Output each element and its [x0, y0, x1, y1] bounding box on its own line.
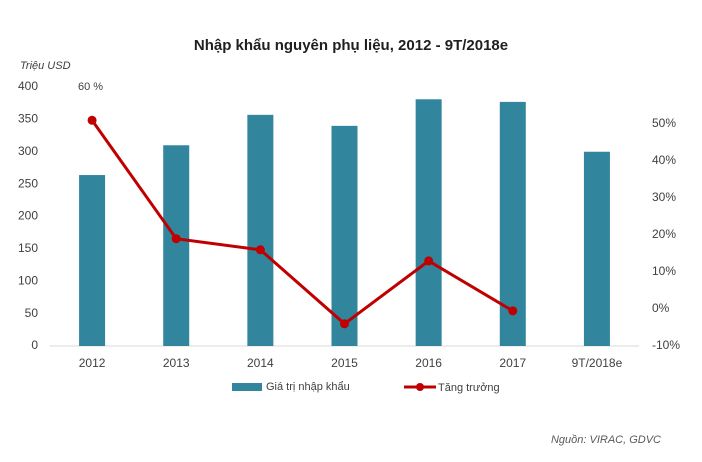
point	[508, 306, 518, 316]
point	[424, 256, 434, 266]
x-tick-label: 2017	[499, 356, 526, 370]
y-axis-label: Triệu USD	[20, 60, 71, 72]
y-tick-label: 300	[18, 144, 38, 158]
y-tick-label: 50	[25, 306, 39, 320]
legend-swatch	[232, 383, 262, 391]
legend-swatch-point	[416, 383, 424, 391]
y-tick-label: 350	[18, 112, 38, 126]
bar	[583, 151, 610, 346]
y-tick-label: 250	[18, 176, 38, 190]
x-tick-label: 2016	[415, 356, 442, 370]
point	[171, 234, 181, 244]
point	[255, 245, 265, 255]
bar	[79, 175, 106, 346]
x-tick-label: 2013	[163, 356, 190, 370]
y-tick-label: 400	[18, 79, 38, 93]
point	[340, 319, 349, 329]
x-tick-label: 9T/2018e	[572, 356, 623, 370]
point	[87, 115, 97, 125]
chart-title: Nhập khẩu nguyên phụ liệu, 2012 - 9T/201…	[194, 37, 508, 54]
bar	[415, 99, 442, 347]
legend-label: Giá trị nhập khẩu	[266, 381, 350, 393]
x-tick-label: 2012	[79, 356, 106, 370]
annotation: 60 %	[78, 81, 103, 93]
y-tick-label: 150	[18, 241, 38, 255]
y-tick-label: 200	[18, 209, 38, 223]
legend-label: Tăng trưởng	[438, 382, 500, 394]
y2-tick-label: 10%	[652, 264, 676, 278]
y-tick-label: 0	[31, 338, 38, 352]
bar	[331, 125, 358, 346]
x-tick-label: 2014	[247, 356, 274, 370]
y2-tick-label: 50%	[652, 116, 676, 130]
bar	[247, 114, 274, 346]
y2-tick-label: 20%	[652, 227, 676, 241]
x-tick-label: 2015	[331, 356, 358, 370]
y2-tick-label: 40%	[652, 153, 676, 167]
source: Nguồn: VIRAC, GDVC	[551, 434, 661, 446]
y2-tick-label: 0%	[652, 301, 670, 315]
y-tick-label: 100	[18, 273, 38, 287]
line	[90, 119, 514, 326]
bar	[163, 145, 190, 346]
y2-tick-label: -10%	[652, 338, 680, 352]
y2-tick-label: 30%	[652, 190, 676, 204]
